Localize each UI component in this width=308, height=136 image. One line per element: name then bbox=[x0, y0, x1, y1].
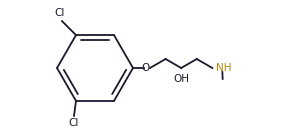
Text: NH: NH bbox=[216, 63, 232, 73]
Text: OH: OH bbox=[173, 74, 189, 84]
Text: Cl: Cl bbox=[69, 118, 79, 128]
Text: Cl: Cl bbox=[55, 8, 65, 18]
Text: O: O bbox=[141, 63, 149, 73]
